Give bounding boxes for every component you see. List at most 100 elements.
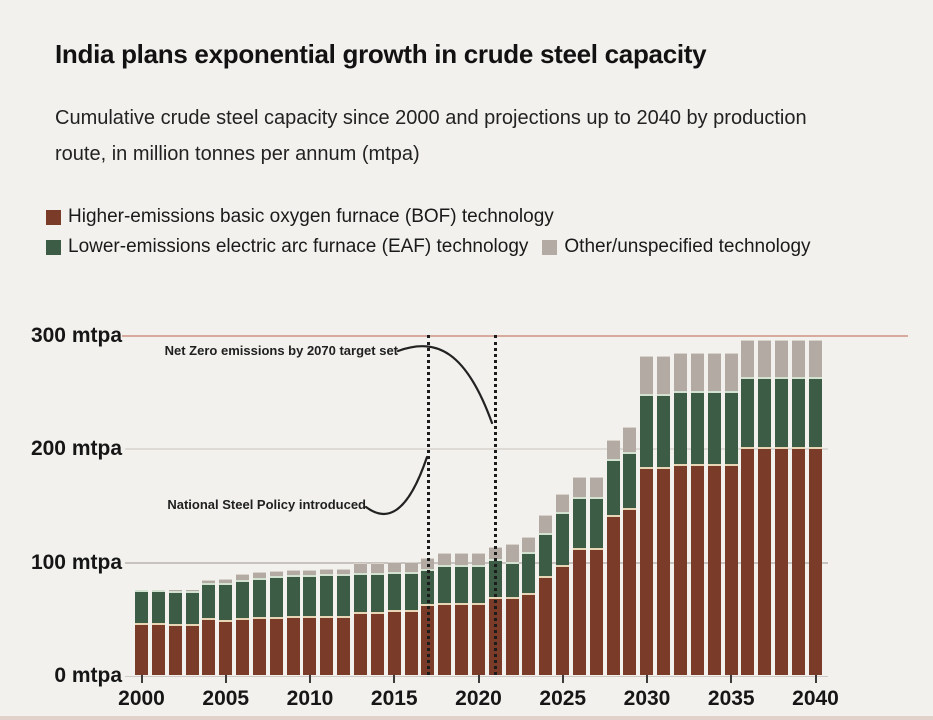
- other-segment-2031: [657, 355, 671, 394]
- eaf-segment-2006: [236, 579, 250, 619]
- other-segment-2030: [640, 355, 654, 394]
- x-tick-2015: [393, 675, 396, 683]
- eaf-segment-2005: [219, 583, 233, 620]
- eaf-segment-2014: [370, 573, 384, 612]
- bof-segment-2023: [522, 593, 536, 675]
- bar-2016: [404, 561, 418, 675]
- bar-2015: [387, 561, 401, 675]
- bof-segment-2030: [640, 466, 654, 675]
- eaf-segment-2025: [556, 511, 570, 566]
- other-color-swatch: [542, 239, 558, 255]
- eaf-segment-2015: [387, 571, 401, 611]
- eaf-segment-2019: [455, 565, 469, 603]
- other-segment-2022: [505, 543, 519, 562]
- bof-segment-2022: [505, 596, 519, 675]
- bar-2023: [522, 536, 536, 675]
- eaf-segment-2022: [505, 561, 519, 597]
- bar-2007: [252, 571, 266, 675]
- bof-segment-2015: [387, 610, 401, 675]
- bar-2034: [707, 353, 721, 675]
- x-tick-2020: [477, 675, 480, 683]
- bof-segment-2036: [741, 447, 755, 675]
- bof-segment-2024: [539, 576, 553, 675]
- x-axis-label-2015: 2015: [370, 687, 418, 710]
- bof-segment-2008: [269, 617, 283, 675]
- legend-label-bof: Higher-emissions basic oxygen furnace (B…: [68, 206, 554, 227]
- eaf-segment-2007: [252, 577, 266, 618]
- bar-2009: [286, 569, 300, 675]
- other-segment-2029: [623, 426, 637, 452]
- eaf-segment-2035: [724, 390, 738, 465]
- eaf-segment-2016: [404, 571, 418, 611]
- bof-segment-2029: [623, 508, 637, 675]
- bof-segment-2028: [606, 515, 620, 675]
- other-segment-2020: [471, 552, 485, 566]
- other-segment-2003: [185, 590, 199, 592]
- other-segment-2019: [455, 552, 469, 566]
- bar-2000: [135, 590, 148, 675]
- bar-2040: [808, 339, 822, 675]
- eaf-segment-2010: [303, 575, 317, 617]
- bar-2003: [185, 590, 199, 675]
- bar-2006: [236, 574, 250, 675]
- legend-row-1: Higher-emissions basic oxygen furnace (B…: [46, 206, 825, 228]
- bar-2028: [606, 440, 620, 675]
- other-segment-2004: [202, 579, 216, 584]
- bar-2019: [455, 552, 469, 675]
- legend: Higher-emissions basic oxygen furnace (B…: [46, 206, 825, 266]
- bof-segment-2018: [438, 602, 452, 675]
- y-axis-label-300: 300 mtpa: [30, 324, 122, 347]
- bar-2036: [741, 339, 755, 675]
- x-tick-2025: [561, 675, 564, 683]
- other-segment-2038: [775, 339, 789, 377]
- bar-2018: [438, 552, 452, 675]
- eaf-segment-2000: [135, 590, 148, 623]
- bof-segment-2026: [572, 548, 586, 675]
- eaf-segment-2020: [471, 565, 485, 603]
- bof-segment-2004: [202, 618, 216, 675]
- bar-2037: [758, 339, 772, 675]
- chart-subtitle: Cumulative crude steel capacity since 20…: [55, 100, 895, 172]
- bar-2027: [589, 476, 603, 675]
- x-tick-2005: [224, 675, 227, 683]
- y-axis-label-200: 200 mtpa: [30, 437, 122, 460]
- eaf-segment-2027: [589, 497, 603, 549]
- bar-2014: [370, 562, 384, 675]
- bof-segment-2040: [808, 447, 822, 675]
- other-segment-2011: [320, 568, 334, 575]
- x-axis-label-2025: 2025: [539, 687, 587, 710]
- other-segment-2024: [539, 515, 553, 534]
- bar-2025: [556, 493, 570, 675]
- bar-2008: [269, 570, 283, 675]
- x-axis-label-2040: 2040: [792, 687, 839, 710]
- x-axis-label-2000: 2000: [118, 687, 165, 710]
- bar-2033: [690, 353, 704, 675]
- other-segment-2007: [252, 571, 266, 578]
- other-segment-2014: [370, 562, 384, 573]
- bof-segment-2012: [337, 616, 351, 675]
- bof-segment-2010: [303, 616, 317, 675]
- legend-item-other: Other/unspecified technology: [542, 236, 811, 258]
- other-segment-2010: [303, 569, 317, 576]
- bof-segment-2006: [236, 618, 250, 675]
- bar-2038: [775, 339, 789, 675]
- eaf-segment-2032: [674, 390, 687, 465]
- eaf-segment-2004: [202, 583, 216, 619]
- y-axis-label-100: 100 mtpa: [30, 551, 122, 574]
- bof-segment-2013: [353, 611, 367, 675]
- annotation-net-zero: Net Zero emissions by 2070 target set: [164, 343, 398, 358]
- other-segment-2026: [572, 476, 586, 498]
- other-segment-2009: [286, 569, 300, 576]
- eaf-segment-2002: [168, 591, 182, 624]
- eaf-segment-2001: [151, 590, 165, 623]
- bof-segment-2001: [151, 622, 165, 675]
- other-segment-2028: [606, 440, 620, 459]
- x-tick-2010: [309, 675, 311, 683]
- eaf-segment-2013: [353, 573, 367, 612]
- x-axis-label-2030: 2030: [623, 687, 671, 710]
- other-segment-2012: [337, 568, 351, 575]
- other-segment-2027: [589, 476, 603, 498]
- bof-segment-2009: [286, 616, 300, 675]
- eaf-segment-2023: [522, 551, 536, 594]
